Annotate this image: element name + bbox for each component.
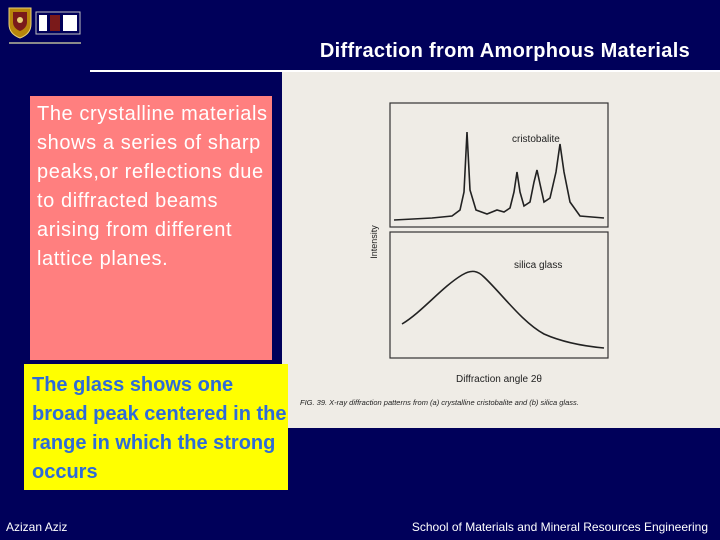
silica-glass-pattern [401, 270, 605, 349]
cristobalite-label: cristobalite [512, 134, 560, 145]
title-bar: Diffraction from Amorphous Materials [0, 36, 720, 72]
footer-school: School of Materials and Mineral Resource… [411, 520, 708, 534]
university-crest-icon [8, 7, 81, 44]
cristobalite-pattern [393, 131, 605, 221]
glass-text-box: The glass shows one broad peak centered … [24, 364, 288, 490]
diffraction-angle-label: Diffraction angle 2θ [456, 374, 542, 385]
intensity-axis-label: Intensity [369, 225, 379, 259]
crystalline-text-box: The crystalline materials shows a series… [30, 96, 272, 360]
university-logo [6, 6, 88, 50]
diffraction-figure-image: cristobalite silica glass Intensity Diff… [300, 102, 609, 407]
footer-author: Azizan Aziz [6, 520, 68, 534]
silica-glass-panel [389, 231, 609, 359]
title-underline [90, 70, 720, 72]
slide-title: Diffraction from Amorphous Materials [319, 40, 690, 62]
cristobalite-panel [389, 102, 609, 228]
figure-caption: FIG. 39. X-ray diffraction patterns from… [300, 398, 579, 407]
diffraction-figure: cristobalite silica glass Intensity Diff… [282, 72, 720, 428]
silica-glass-label: silica glass [514, 260, 562, 271]
